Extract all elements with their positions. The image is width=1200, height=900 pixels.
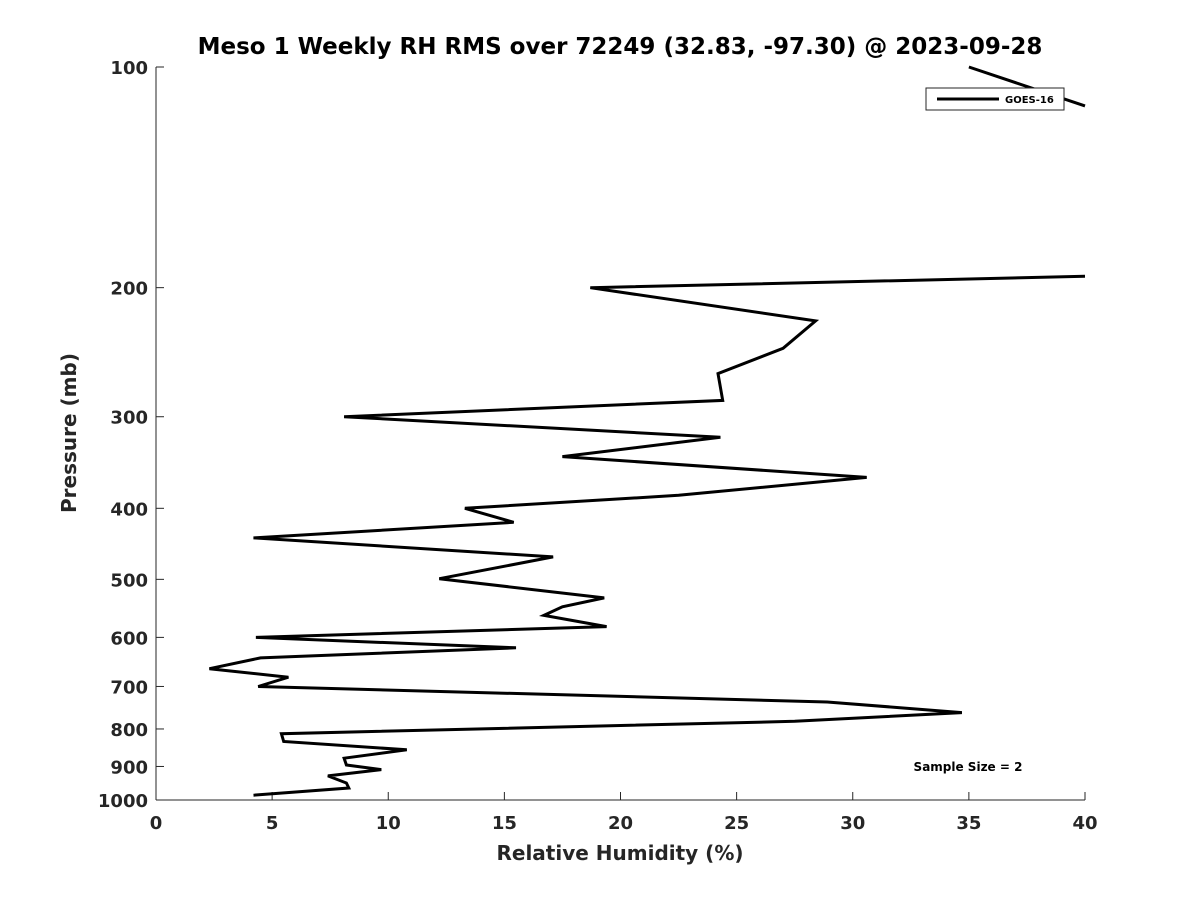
series-layer — [209, 65, 1086, 797]
legend: GOES-16 — [925, 87, 1065, 111]
x-tick-label: 35 — [956, 813, 981, 834]
y-tick-label: 900 — [110, 757, 148, 778]
x-tick-label: 0 — [150, 813, 163, 834]
y-tick-label: 600 — [110, 628, 148, 649]
sample-size-annotation: Sample Size = 2 — [914, 760, 1023, 774]
y-tick-label: 800 — [110, 720, 148, 741]
y-axis-label: Pressure (mb) — [57, 353, 81, 513]
y-tick-label: 700 — [110, 677, 148, 698]
y-tick-label: 500 — [110, 570, 148, 591]
y-tick-label: 1000 — [98, 791, 148, 812]
x-axis-label: Relative Humidity (%) — [496, 841, 743, 865]
legend-label-goes-16: GOES-16 — [1005, 95, 1054, 106]
y-tick-label: 300 — [110, 408, 148, 429]
y-tick-label: 200 — [110, 279, 148, 300]
x-tick-label: 40 — [1072, 813, 1097, 834]
y-tick-label: 400 — [110, 499, 148, 520]
x-tick-label: 25 — [724, 813, 749, 834]
plot-area — [156, 67, 1085, 800]
series-line-goes-16-part-2 — [209, 274, 1086, 797]
y-tick-label: 100 — [110, 58, 148, 79]
y-axis-ticks: 100 200 300 400 500 600 700 800 900 1000 — [98, 58, 164, 812]
x-axis-ticks: 0 5 10 15 20 25 30 35 40 — [150, 792, 1098, 834]
series-line-goes-16-part-1 — [968, 65, 1086, 108]
x-tick-label: 30 — [840, 813, 865, 834]
chart-title: Meso 1 Weekly RH RMS over 72249 (32.83, … — [198, 34, 1043, 60]
x-tick-label: 20 — [608, 813, 633, 834]
x-tick-label: 10 — [376, 813, 401, 834]
x-tick-label: 5 — [266, 813, 279, 834]
x-tick-label: 15 — [492, 813, 517, 834]
